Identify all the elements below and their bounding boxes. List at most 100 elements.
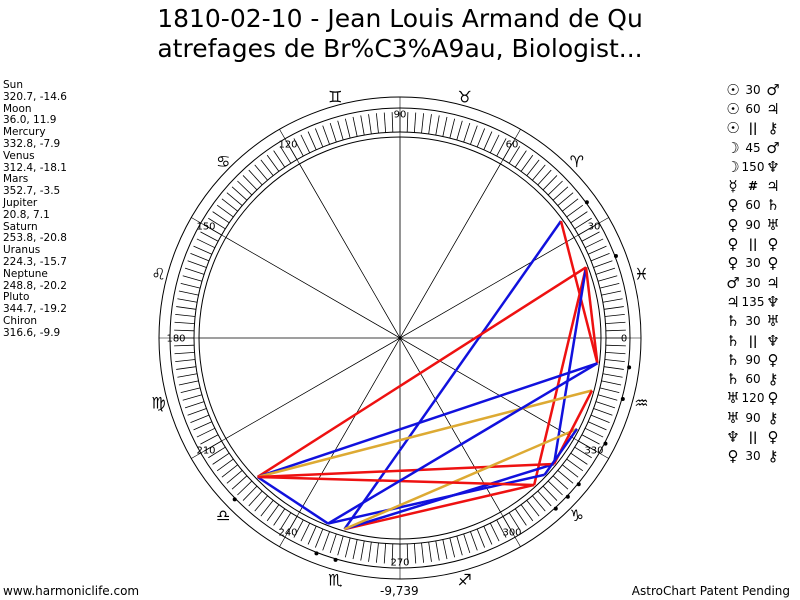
degree-tick — [279, 512, 292, 530]
degree-tick — [180, 387, 201, 394]
degree-tick — [182, 275, 203, 282]
degree-tick — [196, 427, 216, 438]
degree-tick — [605, 344, 626, 347]
degree-tick — [337, 120, 344, 141]
zodiac-sign-icon: ♈ — [570, 152, 584, 171]
position-name-mercury: Mercury — [3, 126, 46, 139]
aspect-angle: 30 — [745, 449, 761, 464]
degree-tick — [344, 537, 351, 558]
degree-tick — [300, 522, 311, 542]
aspect-angle: 90 — [745, 217, 761, 232]
aspect-angle: || — [748, 237, 758, 252]
aspect-planet2-icon: ♆ — [766, 157, 780, 176]
aspect-planet1-icon: ♆ — [726, 427, 740, 446]
aspect-planet1-icon: ☽ — [726, 138, 740, 157]
degree-tick — [595, 267, 616, 275]
degree-tick — [557, 470, 574, 484]
degree-tick — [483, 131, 493, 150]
degree-tick — [242, 485, 258, 501]
aspect-angle: # — [747, 179, 759, 194]
degree-tick — [562, 464, 579, 478]
degree-tick — [514, 508, 527, 526]
degree-tick — [520, 504, 534, 522]
degree-tick — [406, 543, 409, 564]
position-value-moon: 36.0, 11.9 — [3, 114, 57, 127]
degree-tick — [597, 275, 618, 282]
position-name-venus: Venus — [3, 149, 35, 162]
aspect-row: ♀ || ♀ — [726, 234, 800, 253]
degree-tick — [570, 211, 588, 224]
degree-tick — [187, 408, 207, 416]
degree-tick — [226, 470, 243, 484]
aspect-planet1-icon: ☽ — [726, 157, 740, 176]
degree-tick — [557, 192, 574, 206]
degree-tick — [489, 134, 500, 154]
degree-tick — [463, 122, 471, 143]
degree-tick — [208, 446, 226, 459]
degree-tick — [231, 186, 248, 201]
degree-tick — [266, 504, 280, 522]
degree-tick — [300, 134, 311, 154]
aspect-row: ♄ || ♆ — [726, 331, 800, 350]
zodiac-sign-icon: ♏ — [328, 570, 342, 589]
aspect-line — [327, 362, 599, 525]
footer-patent-note: AstroChart Patent Pending — [631, 584, 790, 598]
degree-tick — [435, 540, 440, 561]
mars-marker — [627, 365, 632, 370]
aspect-angle: 135 — [741, 294, 765, 309]
degree-tick — [391, 112, 394, 133]
footer-website[interactable]: www.harmoniclife.com — [3, 584, 140, 598]
aspect-planet2-icon: ♀ — [767, 427, 779, 446]
aspect-line — [257, 475, 535, 487]
degree-tick — [421, 542, 425, 563]
degree-tick — [593, 408, 613, 416]
degree-label: 120 — [278, 140, 297, 151]
degree-tick — [383, 543, 387, 564]
degree-tick — [193, 245, 212, 255]
zodiac-sign-icon: ♋ — [216, 152, 230, 171]
degree-tick — [368, 114, 372, 135]
aspect-planet1-icon: ☿ — [728, 177, 738, 196]
degree-tick — [174, 329, 195, 332]
aspect-line — [257, 389, 593, 479]
aspect-row: ♅ 120 ♀ — [726, 389, 800, 408]
degree-tick — [552, 186, 569, 201]
position-name-jupiter: Jupiter — [3, 196, 38, 209]
aspect-angle: 30 — [745, 314, 761, 329]
degree-tick — [187, 260, 207, 268]
degree-tick — [248, 169, 263, 186]
aspect-angle: 45 — [745, 140, 761, 155]
position-name-mars: Mars — [3, 173, 29, 186]
aspect-line — [584, 267, 599, 364]
neptune-marker — [314, 551, 319, 556]
degree-tick — [314, 528, 324, 548]
aspect-angle: 60 — [745, 372, 761, 387]
aspect-list: ☉ 30 ♂ ☉ 60 ♃ ☉ || ⚷ ☽ 45 ♂ ☽ 150 ♆ ☿ # ♃ ♀ 60 ♄ ♀ 90 ♅ ♀ || ♀ ♀ 30 ♀… — [726, 80, 800, 466]
degree-tick — [428, 114, 432, 135]
aspect-line — [543, 428, 579, 476]
degree-tick — [260, 159, 274, 176]
degree-tick — [216, 458, 234, 472]
degree-tick — [176, 366, 197, 370]
position-name-neptune: Neptune — [3, 267, 48, 280]
degree-tick — [604, 359, 625, 363]
degree-tick — [221, 198, 238, 212]
aspect-line — [257, 462, 555, 479]
degree-tick — [602, 373, 623, 378]
degree-tick — [514, 150, 527, 168]
degree-tick — [352, 116, 358, 137]
aspect-line — [327, 473, 545, 525]
aspect-angle: 90 — [745, 352, 761, 367]
degree-label: 240 — [278, 527, 297, 538]
aspect-row: ♄ 60 ⚷ — [726, 369, 800, 388]
aspect-line — [343, 427, 578, 531]
sign-divider — [279, 129, 300, 165]
position-value-neptune: 248.8, -20.2 — [3, 279, 67, 292]
chiron-marker — [565, 494, 570, 499]
degree-tick — [542, 175, 558, 191]
position-value-mars: 352.7, -3.5 — [3, 185, 61, 198]
degree-tick — [601, 290, 622, 296]
degree-tick — [344, 118, 351, 139]
position-value-chiron: 316.6, -9.9 — [3, 326, 61, 339]
sign-divider — [573, 438, 609, 459]
